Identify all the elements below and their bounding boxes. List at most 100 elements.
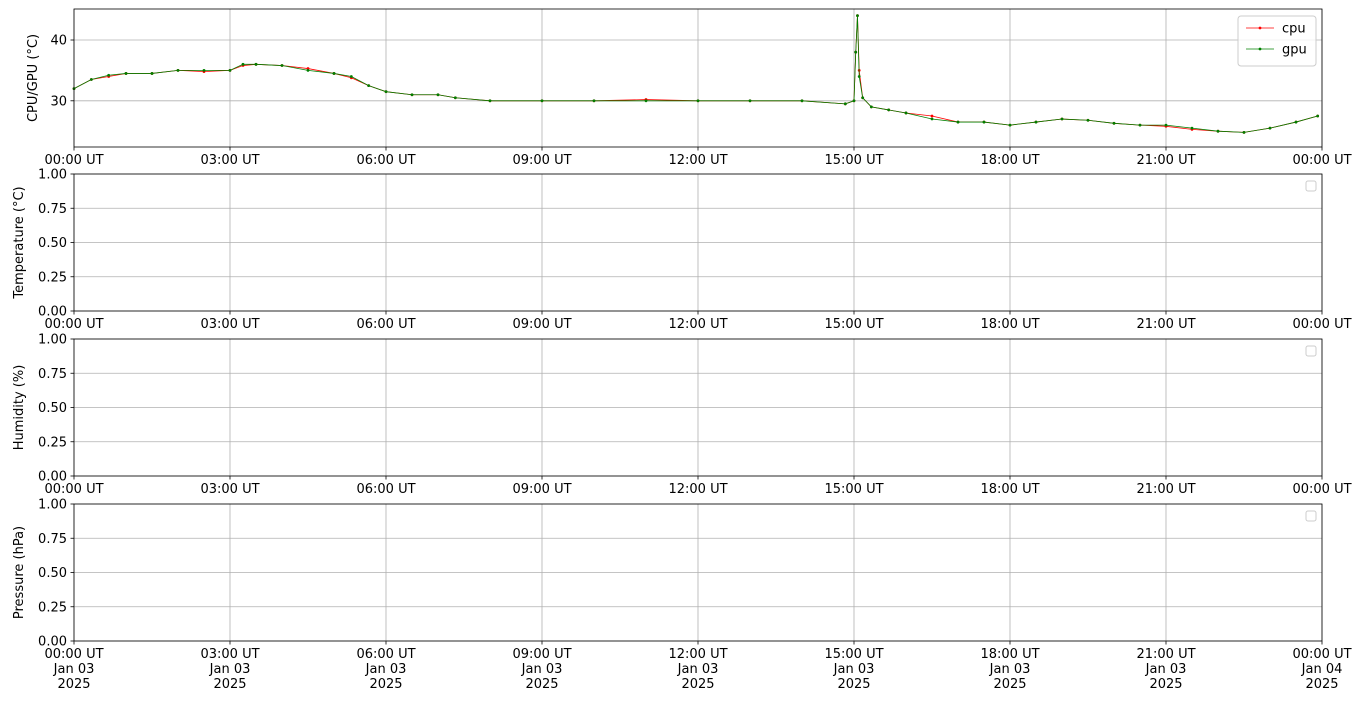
y-axis-label: Pressure (hPa) <box>12 526 27 619</box>
data-point <box>1216 129 1220 133</box>
data-point <box>592 99 596 103</box>
data-point <box>332 72 336 75</box>
x-tick-label: 09:00 UT <box>512 153 571 168</box>
x-tick-label: 09:00 UT <box>512 317 571 332</box>
y-tick-label: 0.50 <box>38 401 67 416</box>
data-point <box>349 75 353 78</box>
x-tick-label: 15:00 UT <box>824 482 883 497</box>
data-point <box>852 99 856 103</box>
data-point <box>843 102 847 106</box>
data-point <box>869 105 873 109</box>
x-tick-label: 00:00 UT <box>44 317 103 332</box>
data-point <box>904 111 908 115</box>
legend-box <box>1305 180 1317 192</box>
x-tick-label: 00:00 UT <box>44 153 103 168</box>
data-point <box>748 99 752 103</box>
data-point <box>956 120 960 124</box>
x-tick-label: 03:00 UT <box>200 482 259 497</box>
y-tick-label: 0.00 <box>38 635 67 650</box>
y-tick-label: 0.00 <box>38 470 67 485</box>
y-tick-label: 0.50 <box>38 566 67 581</box>
x-tick-label: 15:00 UT <box>824 317 883 332</box>
data-point <box>410 93 414 97</box>
data-point <box>644 99 648 103</box>
data-point <box>1008 123 1012 127</box>
data-point <box>488 99 492 103</box>
x-tick-label: 12:00 UT <box>668 153 727 168</box>
data-point <box>856 14 859 18</box>
y-axis-label: CPU/GPU (°C) <box>26 34 41 122</box>
y-tick-label: 0.25 <box>38 270 67 285</box>
x-tick-label: 18:00 UT <box>980 153 1039 168</box>
data-point <box>228 69 232 72</box>
x-tick-label: 00:00 UT <box>1292 153 1351 168</box>
data-point <box>150 72 154 75</box>
data-point <box>367 84 371 87</box>
data-point <box>1190 126 1194 130</box>
data-point <box>696 99 700 103</box>
data-point <box>254 62 258 66</box>
y-axis-label: Temperature (°C) <box>12 186 27 299</box>
data-point <box>176 69 180 72</box>
y-tick-label: 1.00 <box>38 498 67 513</box>
data-point <box>1086 118 1090 122</box>
data-point <box>930 114 934 118</box>
y-tick-label: 30 <box>50 94 67 109</box>
axes-frame <box>73 338 1323 477</box>
axes-frame <box>73 503 1323 642</box>
x-tick-label: 00:00 UT Jan 04 2025 <box>1292 647 1351 692</box>
y-tick-label: 0.75 <box>38 367 67 382</box>
data-point <box>384 90 388 94</box>
data-point <box>1164 123 1168 127</box>
x-tick-label: 09:00 UT Jan 03 2025 <box>512 647 571 692</box>
x-tick-label: 12:00 UT Jan 03 2025 <box>668 647 727 692</box>
data-point <box>1138 123 1142 127</box>
data-point <box>306 69 310 72</box>
data-point <box>1294 120 1298 124</box>
x-tick-label: 15:00 UT Jan 03 2025 <box>824 647 883 692</box>
legend-marker <box>1258 26 1262 30</box>
y-tick-label: 0.25 <box>38 435 67 450</box>
y-tick-label: 1.00 <box>38 168 67 183</box>
x-tick-label: 09:00 UT <box>512 482 571 497</box>
data-point <box>89 78 93 81</box>
x-tick-label: 18:00 UT <box>980 482 1039 497</box>
x-tick-label: 00:00 UT <box>1292 317 1351 332</box>
y-tick-label: 0.50 <box>38 236 67 251</box>
legend-box <box>1305 510 1317 522</box>
x-tick-label: 12:00 UT <box>668 317 727 332</box>
x-tick-label: 03:00 UT <box>200 317 259 332</box>
y-tick-label: 0.00 <box>38 305 67 320</box>
y-tick-label: 0.75 <box>38 202 67 217</box>
data-point <box>241 62 245 66</box>
legend-marker <box>1258 47 1262 51</box>
data-point <box>202 69 206 72</box>
y-tick-label: 1.00 <box>38 333 67 348</box>
y-tick-label: 0.25 <box>38 600 67 615</box>
data-point <box>861 96 865 100</box>
data-point <box>857 75 861 78</box>
x-tick-label: 18:00 UT <box>980 317 1039 332</box>
x-tick-label: 21:00 UT <box>1136 482 1195 497</box>
data-point <box>124 72 128 75</box>
series-line <box>73 15 1318 133</box>
data-point <box>1060 117 1064 121</box>
data-point <box>1242 131 1246 134</box>
legend-label: gpu <box>1282 43 1307 58</box>
data-point <box>436 93 440 97</box>
x-tick-label: 06:00 UT Jan 03 2025 <box>356 647 415 692</box>
x-tick-label: 03:00 UT Jan 03 2025 <box>200 647 259 692</box>
legend-label: cpu <box>1282 22 1306 37</box>
y-tick-label: 0.75 <box>38 532 67 547</box>
series-line <box>73 15 1318 133</box>
data-point <box>854 50 858 54</box>
data-point <box>930 117 934 121</box>
x-tick-label: 03:00 UT <box>200 153 259 168</box>
data-point <box>1268 126 1272 130</box>
data-point <box>1034 120 1038 124</box>
data-point <box>887 108 891 112</box>
x-tick-label: 00:00 UT <box>1292 482 1351 497</box>
legend-box <box>1305 345 1317 357</box>
x-tick-label: 15:00 UT <box>824 153 883 168</box>
